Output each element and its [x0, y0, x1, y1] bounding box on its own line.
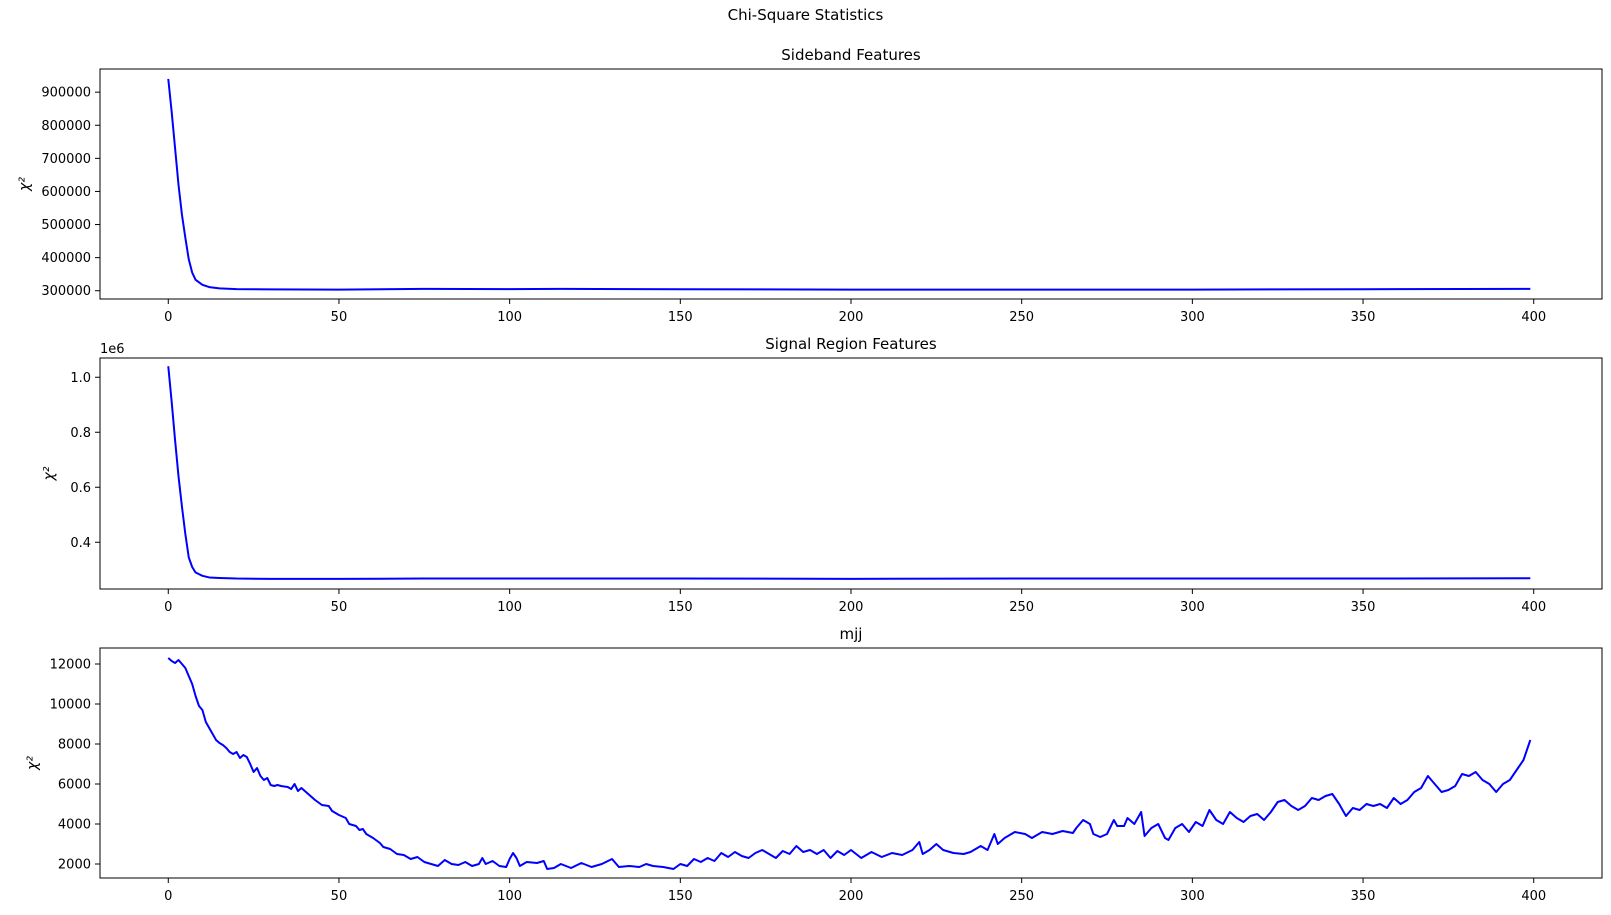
y-tick-label-1-400000: 400000 [41, 251, 91, 266]
x-tick-label-1-250: 250 [1009, 310, 1034, 325]
x-tick-label-3-0: 0 [164, 889, 172, 904]
y-axis-label-3: χ² [25, 756, 41, 771]
y-tick-label-1-900000: 900000 [41, 86, 91, 101]
y-offset-label-2: 1e6 [100, 342, 125, 357]
y-tick-label-1-500000: 500000 [41, 218, 91, 233]
y-tick-label-2-0.4: 0.4 [70, 536, 91, 551]
x-tick-label-1-50: 50 [331, 310, 348, 325]
y-tick-label-3-10000: 10000 [50, 698, 91, 713]
x-tick-label-1-150: 150 [668, 310, 693, 325]
x-tick-label-1-200: 200 [839, 310, 864, 325]
x-tick-label-3-100: 100 [497, 889, 522, 904]
y-tick-label-3-6000: 6000 [58, 778, 91, 793]
x-tick-label-2-250: 250 [1009, 600, 1034, 615]
x-tick-label-3-350: 350 [1351, 889, 1376, 904]
figure-suptitle: Chi-Square Statistics [727, 6, 884, 24]
x-tick-label-1-100: 100 [497, 310, 522, 325]
x-tick-label-2-350: 350 [1351, 600, 1376, 615]
axes-title-1: Sideband Features [781, 46, 921, 64]
x-tick-label-3-200: 200 [839, 889, 864, 904]
x-tick-label-2-150: 150 [668, 600, 693, 615]
x-tick-label-2-100: 100 [497, 600, 522, 615]
x-tick-label-3-400: 400 [1521, 889, 1546, 904]
y-tick-label-1-600000: 600000 [41, 185, 91, 200]
y-axis-label-2: χ² [41, 466, 57, 481]
x-tick-label-2-50: 50 [331, 600, 348, 615]
axes-frame-3 [99, 647, 1603, 879]
x-tick-label-3-250: 250 [1009, 889, 1034, 904]
y-tick-label-2-0.8: 0.8 [70, 426, 91, 441]
x-tick-label-3-50: 50 [331, 889, 348, 904]
series-line-2-1 [167, 366, 1531, 580]
x-tick-label-3-300: 300 [1180, 889, 1205, 904]
y-tick-label-3-2000: 2000 [58, 858, 91, 873]
x-tick-label-1-400: 400 [1521, 310, 1546, 325]
axes-title-2: Signal Region Features [765, 335, 937, 353]
x-tick-label-1-350: 350 [1351, 310, 1376, 325]
x-tick-label-2-200: 200 [839, 600, 864, 615]
y-tick-label-3-8000: 8000 [58, 738, 91, 753]
x-tick-label-2-400: 400 [1521, 600, 1546, 615]
x-tick-label-2-300: 300 [1180, 600, 1205, 615]
y-tick-label-1-300000: 300000 [41, 284, 91, 299]
axes-frame-2 [99, 357, 1603, 590]
y-tick-label-3-12000: 12000 [50, 658, 91, 673]
x-tick-label-3-150: 150 [668, 889, 693, 904]
axes-frame-1 [99, 68, 1603, 300]
y-tick-label-2-0.6: 0.6 [70, 481, 91, 496]
x-tick-label-1-300: 300 [1180, 310, 1205, 325]
x-tick-label-2-0: 0 [164, 600, 172, 615]
y-tick-label-1-800000: 800000 [41, 119, 91, 134]
axes-title-3: mjj [840, 625, 863, 643]
y-tick-label-1-700000: 700000 [41, 152, 91, 167]
y-tick-label-3-4000: 4000 [58, 818, 91, 833]
y-tick-label-2-1: 1.0 [70, 371, 91, 386]
y-axis-label-1: χ² [17, 177, 33, 192]
series-line-3-1 [167, 657, 1532, 870]
x-tick-label-1-0: 0 [164, 310, 172, 325]
series-line-1-1 [167, 78, 1531, 291]
